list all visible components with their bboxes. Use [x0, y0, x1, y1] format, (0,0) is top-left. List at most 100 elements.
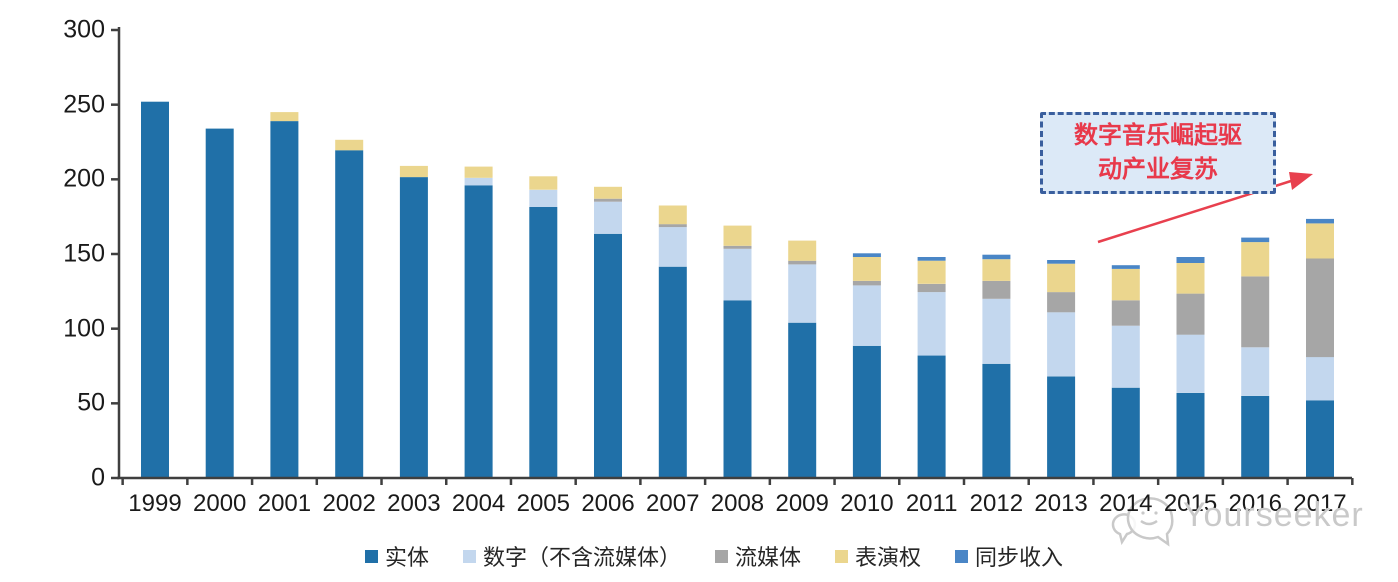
bar-segment-2006 — [594, 233, 622, 478]
x-axis-tick-label: 2009 — [775, 490, 829, 517]
x-axis-tick-label: 2012 — [969, 490, 1024, 517]
bar-segment-2010 — [852, 257, 881, 281]
bar-segment-2016 — [1241, 347, 1270, 396]
bar-segment-2014 — [1111, 325, 1140, 388]
bar-segment-2004 — [464, 177, 493, 186]
bar-segment-2016 — [1241, 276, 1270, 348]
x-axis-tick-label: 2011 — [905, 490, 958, 517]
bar-segment-2011 — [917, 292, 946, 356]
bar-segment-2015 — [1176, 257, 1205, 263]
bar-segment-2017 — [1306, 258, 1334, 358]
bar-segment-2003 — [399, 165, 428, 178]
bar-segment-2010 — [852, 345, 881, 478]
bar-segment-2015 — [1176, 334, 1205, 393]
bar-segment-2013 — [1047, 312, 1076, 377]
bar-segment-2004 — [464, 166, 493, 178]
x-axis-tick-label: 2015 — [1163, 490, 1218, 517]
bar-segment-2011 — [917, 260, 946, 284]
bar-segment-2008 — [723, 300, 752, 478]
bar-segment-2011 — [917, 355, 946, 478]
bar-segment-1999 — [141, 101, 169, 478]
y-axis-tick-label: 50 — [77, 388, 105, 417]
x-axis-tick-label: 2017 — [1293, 490, 1347, 517]
legend-label: 表演权 — [855, 545, 922, 570]
bar-segment-2009 — [788, 260, 817, 265]
bar-segment-2013 — [1047, 260, 1076, 264]
bar-segment-2000 — [205, 128, 234, 478]
legend-item: 数字（不含流媒体） — [462, 540, 681, 572]
bar-segment-2011 — [917, 283, 946, 293]
x-axis-tick-label: 2014 — [1099, 490, 1153, 517]
legend-item: 表演权 — [835, 540, 921, 572]
bar-segment-2015 — [1176, 392, 1205, 478]
chart-legend: 实体 数字（不含流媒体） 流媒体 表演权 同步收入 — [0, 540, 1398, 572]
y-axis-tick-label: 0 — [91, 463, 105, 492]
bar-segment-2006 — [594, 186, 622, 199]
x-axis-tick-label: 2007 — [646, 490, 700, 517]
bar-segment-2012 — [982, 280, 1011, 299]
bar-segment-2001 — [270, 112, 299, 122]
legend-label: 流媒体 — [734, 545, 801, 570]
legend-item: 流媒体 — [714, 540, 801, 572]
legend-item: 实体 — [364, 540, 429, 572]
x-axis-tick-label: 2000 — [193, 490, 247, 517]
x-axis-tick-label: 2010 — [840, 490, 894, 517]
bar-segment-2009 — [788, 264, 817, 323]
x-axis-tick-label: 2002 — [322, 490, 376, 517]
bar-segment-2013 — [1047, 376, 1076, 478]
y-axis-tick-label: 250 — [63, 90, 105, 119]
bar-segment-2014 — [1111, 265, 1140, 269]
y-axis-tick-label: 300 — [63, 15, 105, 44]
y-axis-tick-label: 100 — [63, 314, 105, 343]
bar-segment-2011 — [917, 257, 946, 261]
bar-segment-2017 — [1306, 357, 1334, 401]
x-axis-tick-label: 2005 — [516, 490, 570, 517]
bar-segment-2006 — [594, 201, 622, 234]
legend-swatch-icon — [462, 549, 476, 563]
x-axis-tick-label: 2013 — [1034, 490, 1088, 517]
watermark: Yourseeker — [1103, 496, 1364, 535]
legend-item: 同步收入 — [955, 540, 1063, 572]
bar-segment-2003 — [399, 177, 428, 478]
bar-segment-2017 — [1306, 400, 1334, 478]
bar-segment-2010 — [852, 253, 881, 257]
x-axis-tick-label: 2003 — [387, 490, 441, 517]
bar-segment-2015 — [1176, 293, 1205, 335]
legend-label: 实体 — [384, 545, 429, 570]
bar-segment-2013 — [1047, 263, 1076, 293]
bar-segment-2009 — [788, 322, 817, 478]
x-axis-tick-label: 1999 — [128, 490, 182, 517]
bar-segment-2008 — [723, 245, 752, 249]
axis-layer — [111, 27, 1354, 485]
legend-swatch-icon — [364, 549, 378, 563]
legend-label: 数字（不含流媒体） — [482, 545, 681, 570]
bar-segment-2014 — [1111, 268, 1140, 301]
bar-segment-2014 — [1111, 387, 1140, 478]
bar-segment-2013 — [1047, 292, 1076, 313]
y-axis-tick-label: 150 — [63, 239, 105, 268]
chat-smiley-icon — [1111, 497, 1174, 547]
legend-swatch-icon — [714, 549, 728, 563]
x-axis-tick-label: 2006 — [581, 490, 635, 517]
x-axis-tick-label: 2001 — [257, 490, 312, 517]
watermark-text: Yourseeker — [1183, 496, 1364, 534]
bar-segment-2015 — [1176, 263, 1205, 294]
annotation-callout: 数字音乐崛起驱 动产业复苏 — [1040, 112, 1276, 194]
legend-swatch-icon — [955, 549, 969, 563]
x-axis-tick-label: 2008 — [710, 490, 765, 517]
bar-segment-2002 — [335, 139, 364, 151]
bar-segment-2016 — [1241, 395, 1270, 478]
bar-segment-2005 — [529, 207, 558, 478]
bar-segment-2012 — [982, 259, 1011, 281]
bars-layer — [141, 101, 1334, 479]
bar-segment-2012 — [982, 254, 1011, 260]
bar-segment-2016 — [1241, 242, 1270, 277]
bar-segment-2009 — [788, 240, 817, 261]
bar-segment-2001 — [270, 121, 299, 478]
bar-segment-2007 — [658, 224, 687, 228]
bar-segment-2017 — [1306, 218, 1334, 224]
bar-segment-2010 — [852, 280, 881, 286]
bar-segment-2004 — [464, 185, 493, 479]
